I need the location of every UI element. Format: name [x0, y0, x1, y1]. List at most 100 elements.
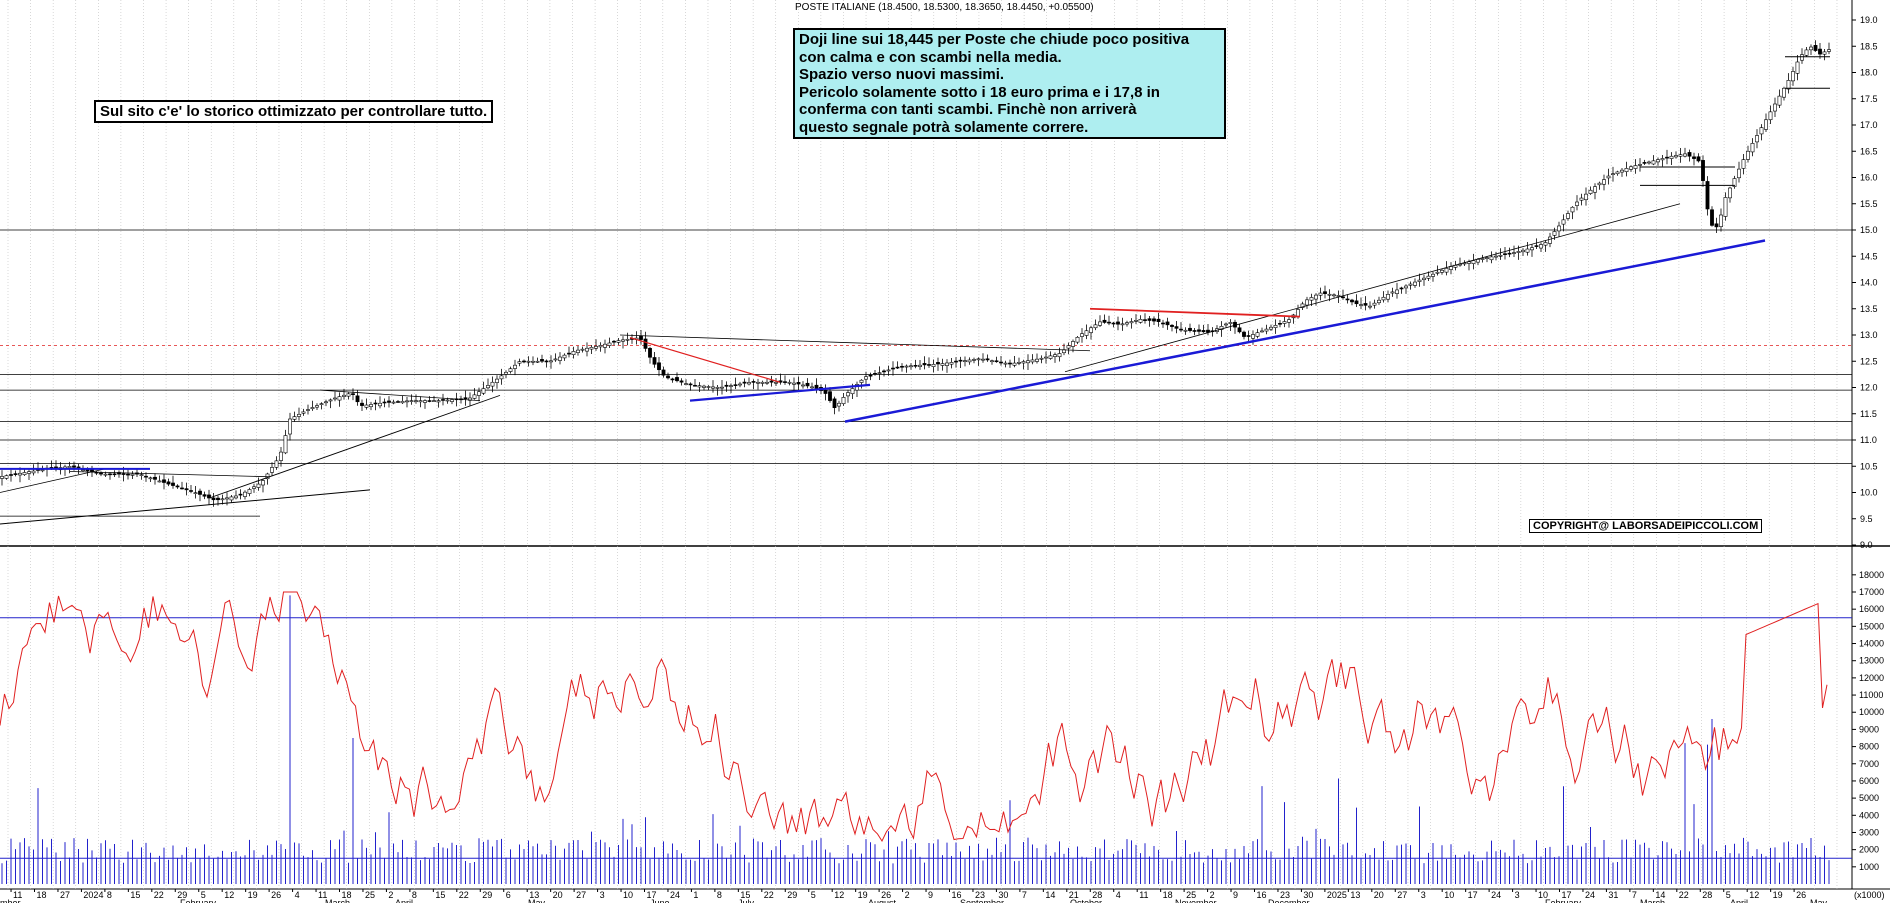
candle-body: [936, 362, 940, 365]
trendline: [69, 471, 271, 478]
x-day-label: 5: [201, 890, 206, 900]
candle-body: [711, 386, 715, 389]
candle-body: [1228, 322, 1233, 324]
candle-body: [328, 399, 333, 402]
candle-body: [1732, 178, 1737, 187]
x-day-label: 17: [647, 890, 657, 900]
x-day-label: 28: [1702, 890, 1712, 900]
candle-body: [1611, 173, 1615, 175]
candle-body: [238, 493, 243, 496]
candle-body: [805, 382, 810, 387]
volume-tick-label: 13000: [1859, 656, 1884, 666]
analysis-line-6: questo segnale potrà solamente correre.: [799, 118, 1089, 136]
candle-body: [1597, 182, 1602, 186]
candle-body: [963, 360, 967, 362]
candle-body: [837, 402, 841, 407]
candle-body: [760, 381, 765, 384]
candle-body: [112, 473, 117, 476]
candle-body: [648, 348, 652, 358]
candle-body: [153, 476, 157, 480]
candle-body: [1116, 321, 1120, 325]
volume-tick-label: 11000: [1859, 690, 1883, 700]
x-day-label: 23: [1280, 890, 1290, 900]
price-tick-label: 14.5: [1860, 251, 1878, 261]
candle-body: [1021, 361, 1026, 364]
candle-body: [1003, 362, 1008, 365]
volume-tick-label: 4000: [1859, 810, 1879, 820]
volume-tick-label: 5000: [1859, 793, 1879, 803]
candle-body: [1179, 328, 1183, 331]
candle-body: [531, 360, 535, 363]
candle-body: [1435, 271, 1440, 274]
candle-body: [1039, 357, 1044, 360]
candle-body: [576, 349, 580, 353]
candle-body: [558, 356, 562, 361]
volume-tick-label: 17000: [1859, 587, 1884, 597]
x-day-label: 21: [1069, 890, 1079, 900]
candle-body: [1543, 242, 1548, 246]
candle-body: [391, 401, 396, 404]
candle-body: [337, 396, 342, 401]
candle-body: [180, 487, 184, 490]
x-day-label: 13: [1350, 890, 1360, 900]
volume-tick-label: 8000: [1859, 742, 1879, 752]
x-day-label: 10: [1538, 890, 1548, 900]
analysis-line-2: con calma e con scambi nella media.: [799, 48, 1062, 66]
x-month-label: April: [1730, 898, 1748, 903]
candle-body: [436, 400, 441, 403]
candle-body: [1084, 330, 1089, 336]
candle-body: [288, 418, 292, 435]
candle-body: [319, 403, 324, 405]
candle-body: [1606, 175, 1611, 179]
x-day-label: 15: [130, 890, 140, 900]
candle-body: [1282, 321, 1287, 324]
candle-body: [1620, 169, 1624, 173]
price-tick-label: 19.0: [1860, 15, 1878, 25]
trendline-red: [1089, 307, 1301, 318]
x-day-label: 4: [1116, 890, 1121, 900]
candle-body: [774, 381, 778, 384]
x-day-label: 28: [1092, 890, 1102, 900]
candle-body: [1827, 49, 1831, 52]
candle-body: [1296, 309, 1300, 317]
price-tick-label: 9.5: [1860, 514, 1873, 524]
candle-body: [702, 385, 706, 388]
candle-body: [1066, 345, 1071, 349]
candle-body: [729, 385, 733, 387]
candle-body: [495, 378, 499, 383]
candle-body: [211, 497, 216, 501]
candle-body: [1476, 259, 1480, 263]
candle-body: [1813, 45, 1818, 51]
candle-body: [418, 400, 423, 403]
candle-body: [1152, 318, 1156, 322]
candle-body: [1822, 51, 1827, 55]
volume-tick-label: 10000: [1859, 707, 1884, 717]
price-tick-label: 17.5: [1860, 94, 1878, 104]
candle-body: [616, 340, 621, 343]
x-day-label: 12: [834, 890, 844, 900]
candle-body: [396, 401, 400, 403]
candle-body: [900, 365, 904, 368]
candle-body: [198, 490, 202, 495]
x-day-label: 13: [529, 890, 539, 900]
candle-body: [1242, 331, 1246, 337]
candle-body: [1386, 294, 1390, 300]
candle-body: [1588, 189, 1593, 194]
volume-tick-label: 18000: [1859, 570, 1884, 580]
candle-body: [1035, 358, 1039, 362]
candle-body: [18, 472, 22, 476]
candle-body: [373, 402, 378, 405]
candle-body: [1539, 244, 1543, 249]
candle-body: [99, 472, 103, 475]
candle-body: [297, 413, 301, 417]
candle-body: [1377, 299, 1381, 304]
candle-body: [387, 400, 391, 403]
x-day-label: 22: [154, 890, 164, 900]
candle-body: [639, 335, 643, 340]
volume-tick-label: 7000: [1859, 759, 1879, 769]
candle-body: [1431, 273, 1435, 277]
analysis-line-4: Pericolo solamente sotto i 18 euro prima…: [799, 83, 1160, 101]
candle-body: [369, 404, 373, 408]
candle-body: [342, 394, 346, 397]
volume-tick-label: 1000: [1859, 862, 1879, 872]
